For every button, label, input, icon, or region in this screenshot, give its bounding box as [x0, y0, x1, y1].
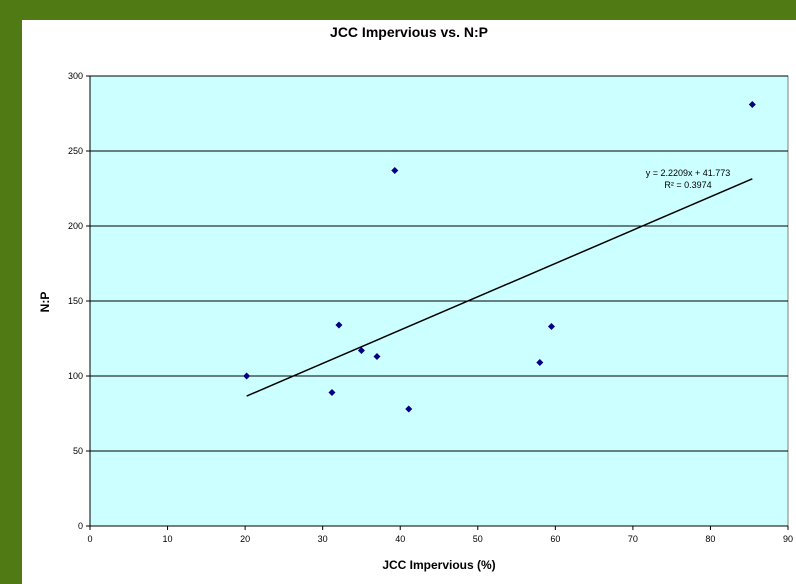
trendline [246, 178, 753, 397]
chart-title: JCC Impervious vs. N:P [330, 24, 488, 40]
data-points [243, 101, 756, 413]
data-point [391, 167, 399, 174]
y-tick-label: 250 [68, 146, 83, 156]
data-point [405, 405, 413, 413]
x-tick-label: 0 [87, 534, 92, 544]
data-point [328, 389, 336, 396]
x-tick-label: 40 [395, 534, 405, 544]
gridlines [90, 75, 788, 452]
y-axis-label: N:P [38, 292, 52, 313]
x-tick-label: 90 [783, 534, 793, 544]
x-tick-label: 30 [318, 534, 328, 544]
data-point [547, 323, 555, 330]
data-point [748, 101, 756, 108]
y-axis-ticks: 0 50 100 150 200 250 300 [68, 71, 91, 531]
y-tick-label: 100 [68, 371, 83, 381]
x-axis-label: JCC Impervious (%) [382, 558, 495, 572]
trendline-group [246, 178, 753, 397]
y-tick-label: 150 [68, 296, 83, 306]
data-point [373, 353, 381, 360]
scatter-chart: 0 10 20 30 40 50 60 70 80 90 0 50 100 150 200 250 300 J… [38, 71, 793, 572]
data-point [335, 321, 343, 329]
x-tick-label: 50 [473, 534, 483, 544]
data-point [243, 372, 251, 380]
x-tick-label: 20 [240, 534, 250, 544]
y-tick-label: 50 [73, 446, 83, 456]
trendline-r-squared: R² = 0.3974 [664, 180, 711, 190]
trendline-equation: y = 2.2209x + 41.773 [646, 168, 731, 178]
x-tick-label: 70 [628, 534, 638, 544]
x-tick-label: 60 [550, 534, 560, 544]
y-tick-label: 300 [68, 71, 83, 81]
data-point [357, 347, 365, 354]
y-tick-label: 0 [78, 521, 83, 531]
x-tick-label: 10 [163, 534, 173, 544]
x-axis-ticks: 0 10 20 30 40 50 60 70 80 90 [87, 525, 793, 544]
data-point [536, 359, 544, 366]
chart-area: JCC Impervious vs. N:P 0 10 20 30 40 50 60 70 80… [22, 20, 796, 584]
x-tick-label: 80 [705, 534, 715, 544]
y-tick-label: 200 [68, 221, 83, 231]
